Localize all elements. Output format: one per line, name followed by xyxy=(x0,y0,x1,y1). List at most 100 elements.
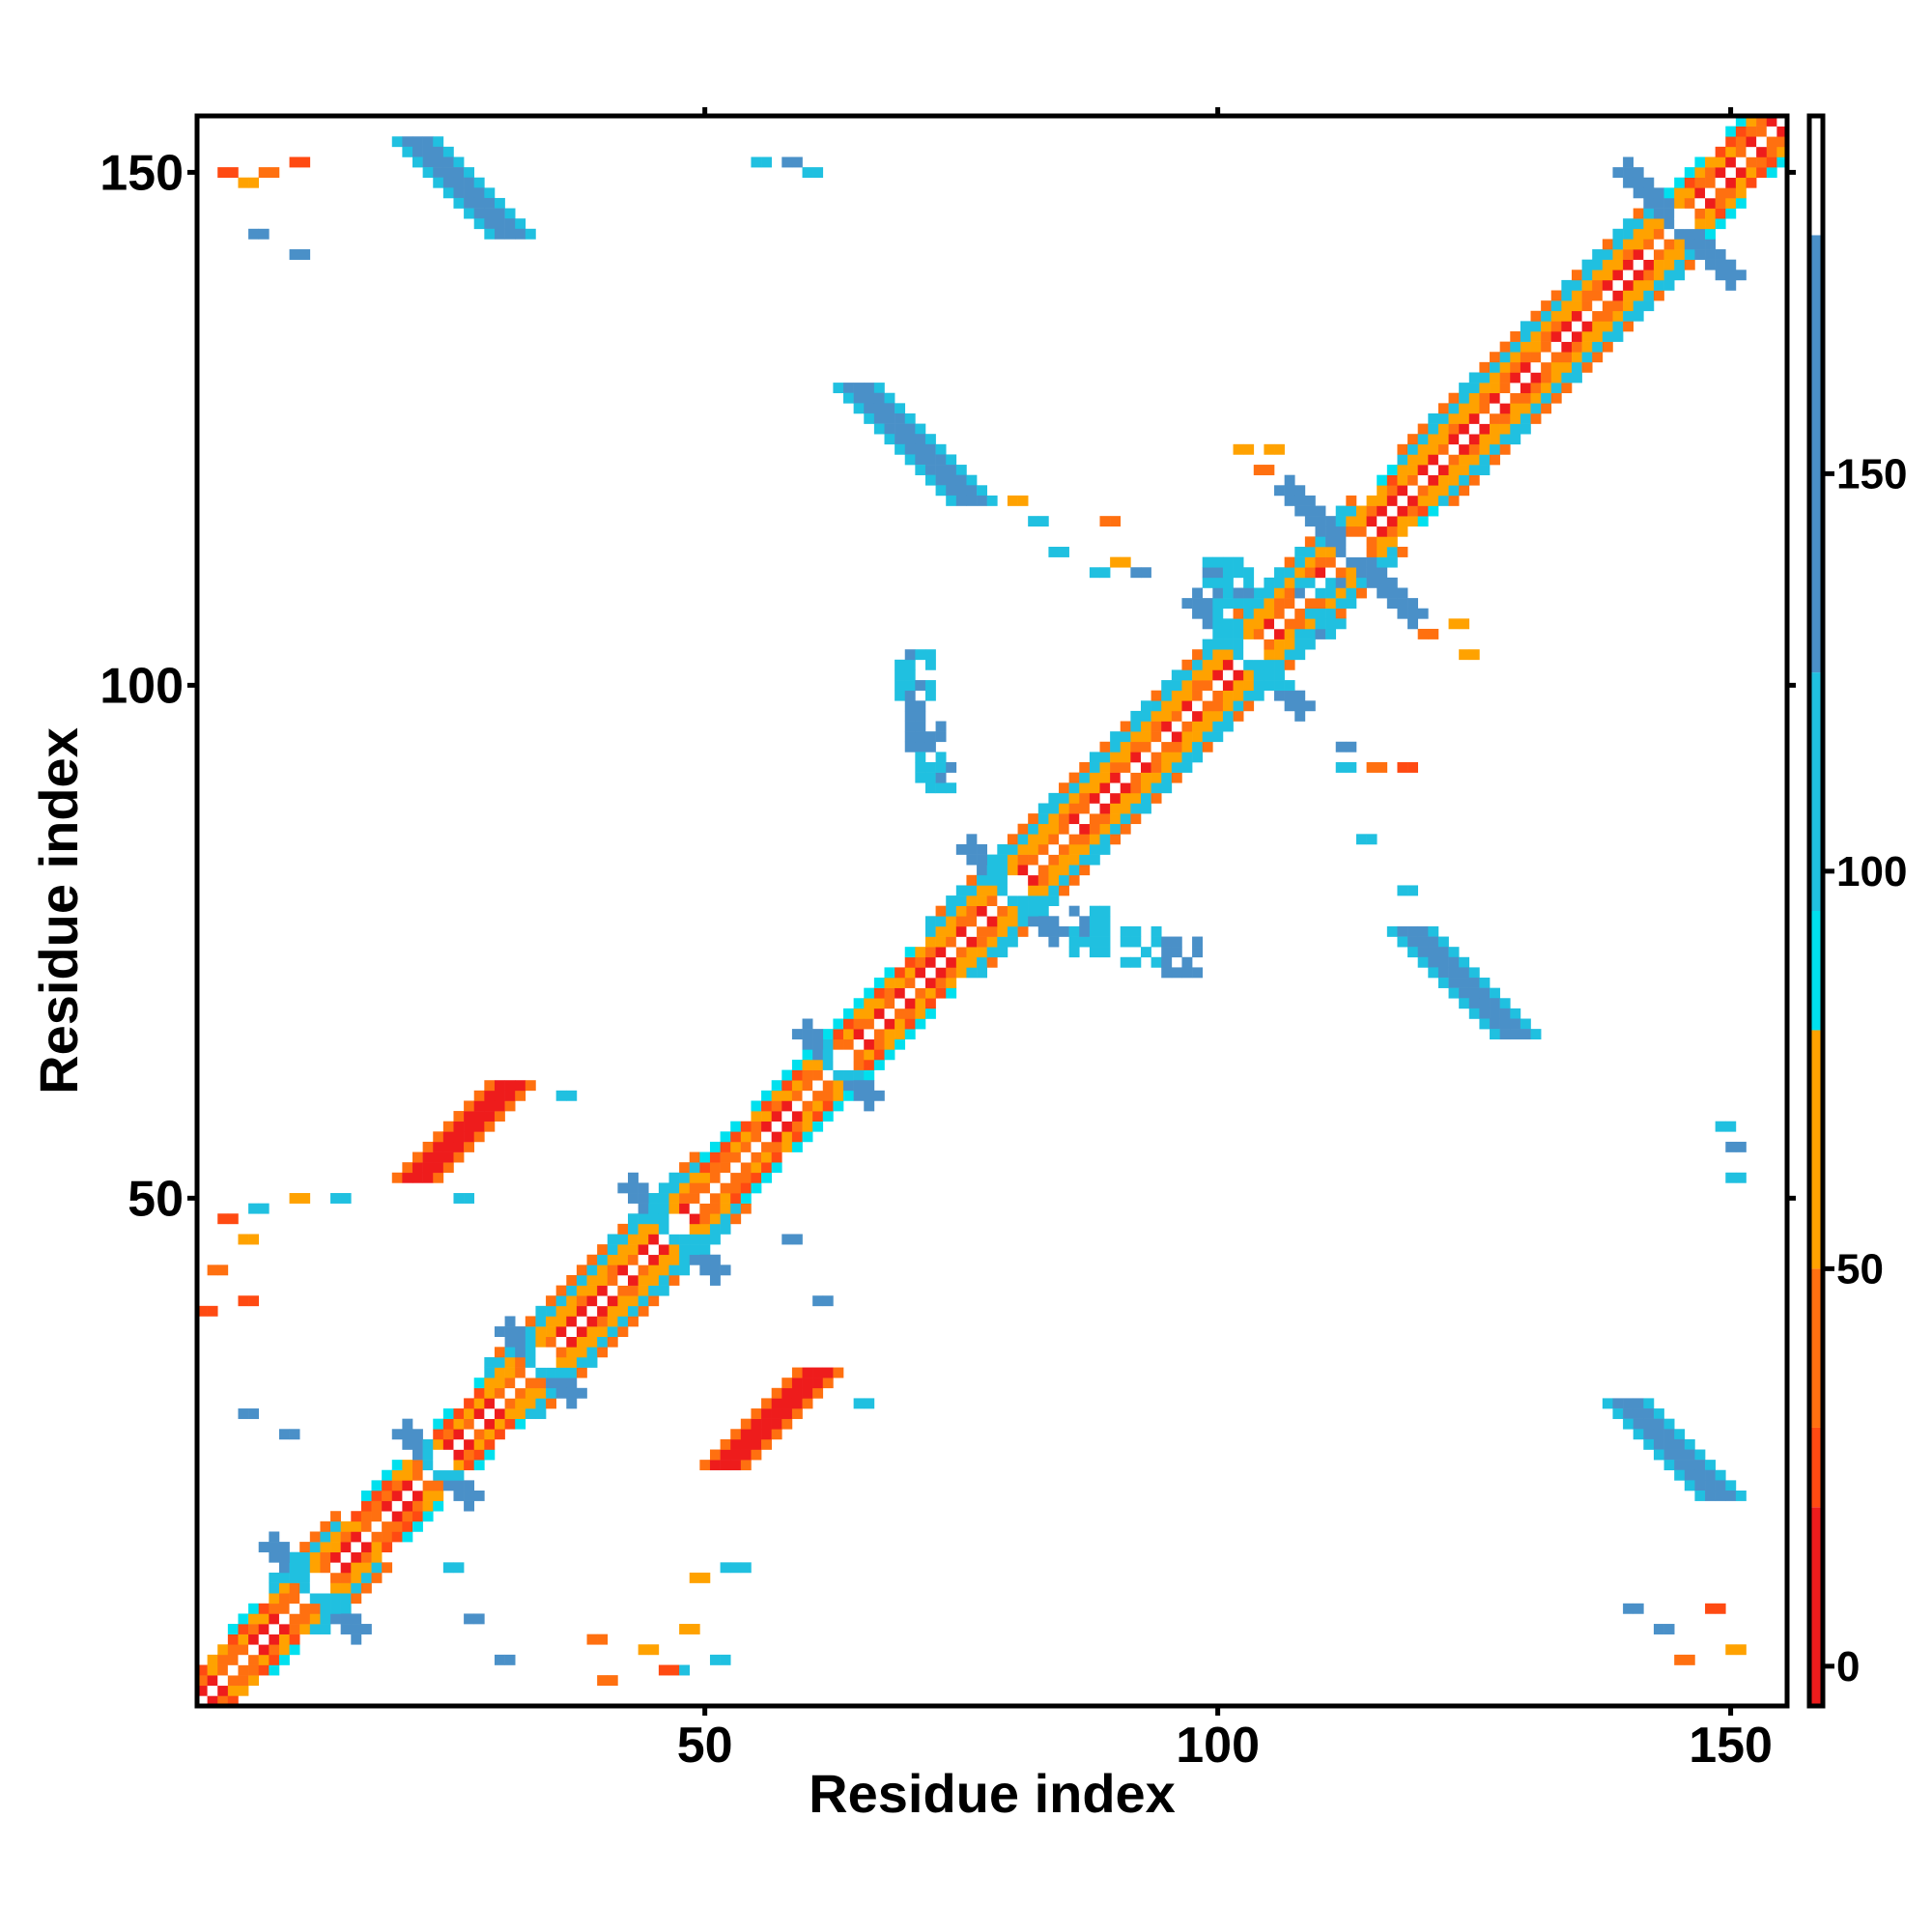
heatmap-cell xyxy=(638,1182,649,1194)
heatmap-cell xyxy=(484,1367,496,1378)
heatmap-cell xyxy=(1623,290,1634,301)
heatmap-cell xyxy=(946,956,957,968)
heatmap-cell xyxy=(1233,608,1244,619)
heatmap-cell xyxy=(709,1254,721,1265)
heatmap-cell xyxy=(1612,259,1624,270)
heatmap-cell xyxy=(227,1213,239,1225)
heatmap-cell xyxy=(1253,628,1264,639)
y-tick-label: 100 xyxy=(99,658,184,714)
heatmap-cell xyxy=(1346,741,1357,753)
heatmap-cell xyxy=(955,485,967,497)
heatmap-cell xyxy=(740,1203,752,1214)
heatmap-cell xyxy=(1407,598,1418,610)
heatmap-cell xyxy=(1089,834,1100,845)
heatmap-cell xyxy=(884,967,895,979)
heatmap-cell xyxy=(1561,290,1573,301)
heatmap-cell xyxy=(1530,341,1542,353)
heatmap-cell xyxy=(248,177,260,188)
heatmap-cell xyxy=(1623,228,1634,240)
heatmap-cell xyxy=(1643,218,1655,230)
heatmap-cell xyxy=(340,1531,352,1543)
heatmap-cell xyxy=(1048,823,1060,835)
heatmap-cell xyxy=(924,762,936,773)
heatmap-cell xyxy=(1448,443,1460,455)
heatmap-cell xyxy=(1161,721,1173,732)
heatmap-cell xyxy=(278,1654,290,1665)
heatmap-cell xyxy=(1437,412,1449,424)
heatmap-cell xyxy=(915,443,926,455)
heatmap-cell xyxy=(555,1387,567,1399)
heatmap-cell xyxy=(1192,669,1203,681)
heatmap-cell xyxy=(1705,218,1716,230)
heatmap-cell xyxy=(1171,947,1182,958)
heatmap-cell xyxy=(689,1203,700,1214)
heatmap-cell xyxy=(391,1480,403,1492)
heatmap-cell xyxy=(977,956,987,968)
heatmap-cell xyxy=(1725,1172,1737,1183)
heatmap-cell xyxy=(289,1193,300,1204)
heatmap-cell xyxy=(1612,290,1624,301)
heatmap-cell xyxy=(1468,1008,1480,1019)
heatmap-cell xyxy=(278,1634,290,1645)
heatmap-cell xyxy=(1202,700,1213,712)
heatmap-cell xyxy=(1643,1418,1655,1430)
heatmap-cell xyxy=(340,1562,352,1574)
heatmap-cell xyxy=(1653,1624,1664,1634)
heatmap-cell xyxy=(1417,443,1429,455)
heatmap-cell xyxy=(371,1531,383,1543)
heatmap-cell xyxy=(873,1038,885,1050)
heatmap-cell xyxy=(515,1356,526,1368)
heatmap-cell xyxy=(751,1131,762,1143)
heatmap-cell xyxy=(791,1141,803,1152)
heatmap-cell xyxy=(740,1162,752,1174)
heatmap-cell xyxy=(915,454,926,466)
heatmap-cell xyxy=(986,905,998,917)
heatmap-cell xyxy=(422,1151,434,1163)
heatmap-cell xyxy=(371,1551,383,1563)
heatmap-cell xyxy=(1448,618,1460,630)
heatmap-cell xyxy=(812,1378,824,1389)
heatmap-cell xyxy=(1233,628,1244,639)
heatmap-cell xyxy=(689,1182,700,1194)
heatmap-cell xyxy=(1151,700,1162,712)
heatmap-cell xyxy=(1684,218,1695,230)
heatmap-cell xyxy=(843,1069,854,1081)
heatmap-cell xyxy=(1192,587,1203,599)
colorbar-segment xyxy=(1809,672,1823,911)
heatmap-cell xyxy=(1386,547,1398,557)
heatmap-cell xyxy=(227,1685,239,1696)
heatmap-cell xyxy=(1017,495,1029,506)
heatmap-cell xyxy=(515,218,526,230)
heatmap-cell xyxy=(709,1460,721,1471)
heatmap-cell xyxy=(822,1100,834,1112)
heatmap-cell xyxy=(1386,516,1398,527)
heatmap-cell xyxy=(433,1480,444,1492)
heatmap-cell xyxy=(864,1100,875,1112)
heatmap-cell xyxy=(248,1634,260,1645)
heatmap-cell xyxy=(689,1162,700,1174)
heatmap-cell xyxy=(1479,998,1491,1009)
heatmap-cell xyxy=(986,495,998,506)
heatmap-cell xyxy=(1264,618,1275,630)
heatmap-cell xyxy=(935,772,947,783)
heatmap-cell xyxy=(1099,834,1111,845)
heatmap-cell xyxy=(1304,700,1316,712)
colorbar-tick-label: 100 xyxy=(1836,848,1907,895)
heatmap-cell xyxy=(730,1213,742,1225)
heatmap-cell xyxy=(535,1356,547,1368)
heatmap-cell xyxy=(1468,474,1480,486)
heatmap-cell xyxy=(761,1398,772,1409)
heatmap-cell xyxy=(1653,1438,1664,1450)
heatmap-cell xyxy=(1592,310,1604,322)
heatmap-cell xyxy=(1335,526,1347,537)
heatmap-cell xyxy=(1325,608,1337,619)
heatmap-cell xyxy=(1222,659,1234,670)
heatmap-cell xyxy=(781,156,793,168)
heatmap-cell xyxy=(1561,352,1573,363)
heatmap-cell xyxy=(597,1244,609,1256)
heatmap-cell xyxy=(1161,690,1173,701)
heatmap-cell xyxy=(1602,321,1613,332)
heatmap-cell xyxy=(442,1460,454,1471)
heatmap-cell xyxy=(1274,567,1285,579)
heatmap-cell xyxy=(1192,649,1203,661)
